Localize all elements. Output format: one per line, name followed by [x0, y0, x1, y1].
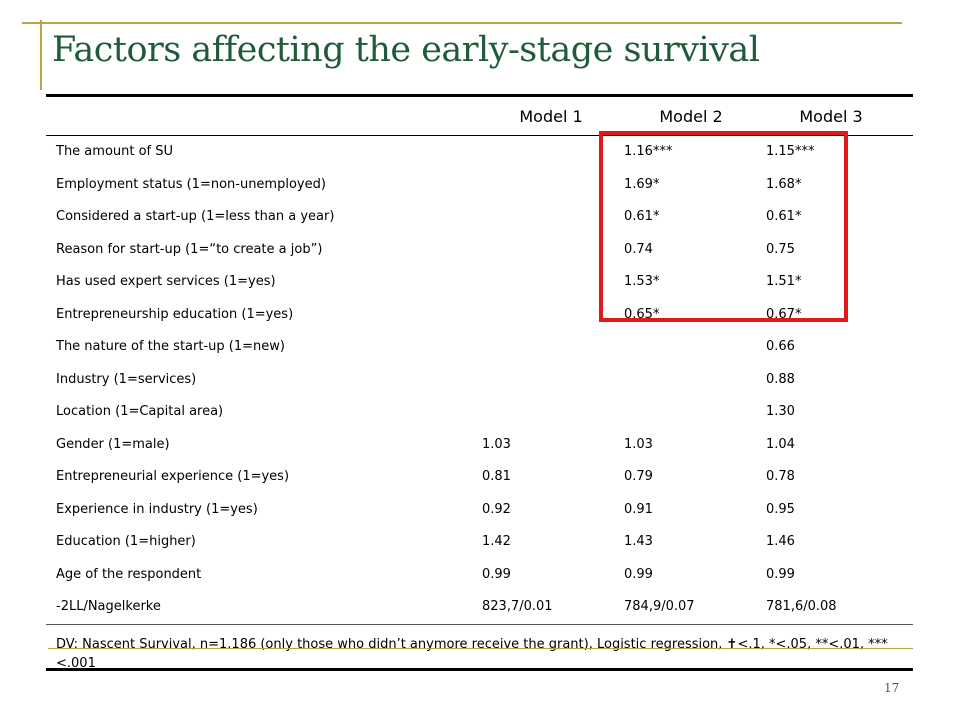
cell-model-3: 0.75 — [766, 241, 795, 257]
table-bottom-rule — [46, 623, 913, 625]
row-label: The amount of SU — [56, 144, 174, 159]
cell-model-3: 1.68* — [766, 176, 802, 192]
table-row: Has used expert services (1=yes) 1.53* 1.5… — [46, 266, 913, 299]
cell-model-2: 0.79 — [624, 469, 653, 484]
table-row: Location (1=Capital area) 1.30 — [46, 396, 913, 429]
row-label: Gender (1=male) — [56, 436, 170, 452]
table-header-rule — [46, 135, 913, 136]
table-row: Education (1=higher) 1.42 1.43 1.46 — [46, 526, 913, 559]
cell-model-2: 1.43 — [624, 534, 653, 549]
cell-model-1: 0.81 — [482, 469, 511, 484]
cell-model-3: 0.66 — [766, 339, 795, 354]
cell-model-2: 1.03 — [624, 436, 653, 452]
cell-model-3: 0.61* — [766, 209, 802, 224]
cell-model-2: 1.69* — [624, 176, 660, 192]
decorative-left-rule — [40, 20, 42, 90]
header-model-3: Model 3 — [799, 106, 863, 126]
cell-model-2: 1.53* — [624, 274, 660, 289]
table-row: Experience in industry (1=yes) 0.92 0.91 0.… — [46, 494, 913, 527]
table-row: Employment status (1=non-unemployed) 1.69… — [46, 169, 913, 202]
table-row: -2LL/Nagelkerke 823,7/0.01 784,9/0.07 781,6… — [46, 591, 913, 624]
row-label: Age of the respondent — [56, 566, 202, 582]
cell-model-3: 1.51* — [766, 274, 802, 289]
table-row: Industry (1=services) 0.88 — [46, 364, 913, 397]
table-body: The amount of SU 1.16*** 1.15*** Employment… — [46, 136, 913, 624]
row-label: Employment status (1=non-unemployed) — [56, 176, 326, 192]
cell-model-1: 0.99 — [482, 566, 511, 582]
cell-model-2: 0.65* — [624, 306, 660, 322]
row-label: Has used expert services (1=yes) — [56, 274, 276, 289]
cell-model-1: 1.42 — [482, 534, 511, 549]
cell-model-2: 0.99 — [624, 566, 653, 582]
row-label: -2LL/Nagelkerke — [56, 599, 161, 614]
cell-model-1: 823,7/0.01 — [482, 599, 553, 614]
row-label: Education (1=higher) — [56, 534, 196, 549]
cell-model-3: 1.46 — [766, 534, 795, 549]
cell-model-2: 784,9/0.07 — [624, 599, 695, 614]
row-label: Industry (1=services) — [56, 371, 197, 387]
table-row: The amount of SU 1.16*** 1.15*** — [46, 136, 913, 169]
row-label: Reason for start-up (1=“to create a job”… — [56, 241, 323, 257]
cell-model-3: 1.30 — [766, 404, 795, 419]
header-model-2: Model 2 — [659, 106, 723, 126]
results-table: Model 1 Model 2 Model 3 The amount of SU… — [46, 94, 913, 671]
table-footnote: DV: Nascent Survival, n=1.186 (only thos… — [56, 636, 888, 671]
table-header-row: Model 1 Model 2 Model 3 — [46, 97, 913, 135]
table-row: Considered a start-up (1=less than a yea… — [46, 201, 913, 234]
table-row: Gender (1=male) 1.03 1.03 1.04 — [46, 429, 913, 462]
cell-model-3: 0.67* — [766, 306, 802, 322]
cell-model-2: 0.61* — [624, 209, 660, 224]
cell-model-3: 1.15*** — [766, 144, 815, 159]
cell-model-3: 0.95 — [766, 501, 795, 517]
slide-title: Factors affecting the early-stage surviv… — [52, 30, 760, 70]
cell-model-3: 0.78 — [766, 469, 795, 484]
row-label: Entrepreneurial experience (1=yes) — [56, 469, 290, 484]
decorative-bottom-rule — [48, 648, 913, 649]
row-label: Entrepreneurship education (1=yes) — [56, 306, 294, 322]
row-label: Considered a start-up (1=less than a yea… — [56, 209, 335, 224]
row-label: Experience in industry (1=yes) — [56, 501, 258, 517]
decorative-top-rule — [22, 22, 902, 24]
row-label: The nature of the start-up (1=new) — [56, 339, 285, 354]
row-label: Location (1=Capital area) — [56, 404, 224, 419]
cell-model-1: 1.03 — [482, 436, 511, 452]
page-number: 17 — [884, 681, 900, 695]
cell-model-3: 781,6/0.08 — [766, 599, 837, 614]
cell-model-3: 0.99 — [766, 566, 795, 582]
header-model-1: Model 1 — [519, 106, 583, 126]
table-end-rule — [46, 667, 913, 671]
table-row: Entrepreneurship education (1=yes) 0.65* 0… — [46, 299, 913, 332]
table-row: Age of the respondent 0.99 0.99 0.99 — [46, 559, 913, 592]
cell-model-2: 0.74 — [624, 241, 653, 257]
table-row: Entrepreneurial experience (1=yes) 0.81 0.… — [46, 461, 913, 494]
table-row: Reason for start-up (1=“to create a job”… — [46, 234, 913, 267]
cell-model-2: 1.16*** — [624, 144, 673, 159]
table-top-rule — [46, 94, 913, 97]
highlight-box — [599, 131, 848, 322]
cell-model-1: 0.92 — [482, 501, 511, 517]
cell-model-2: 0.91 — [624, 501, 653, 517]
cell-model-3: 1.04 — [766, 436, 795, 452]
cell-model-3: 0.88 — [766, 371, 795, 387]
table-row: The nature of the start-up (1=new) 0.66 — [46, 331, 913, 364]
